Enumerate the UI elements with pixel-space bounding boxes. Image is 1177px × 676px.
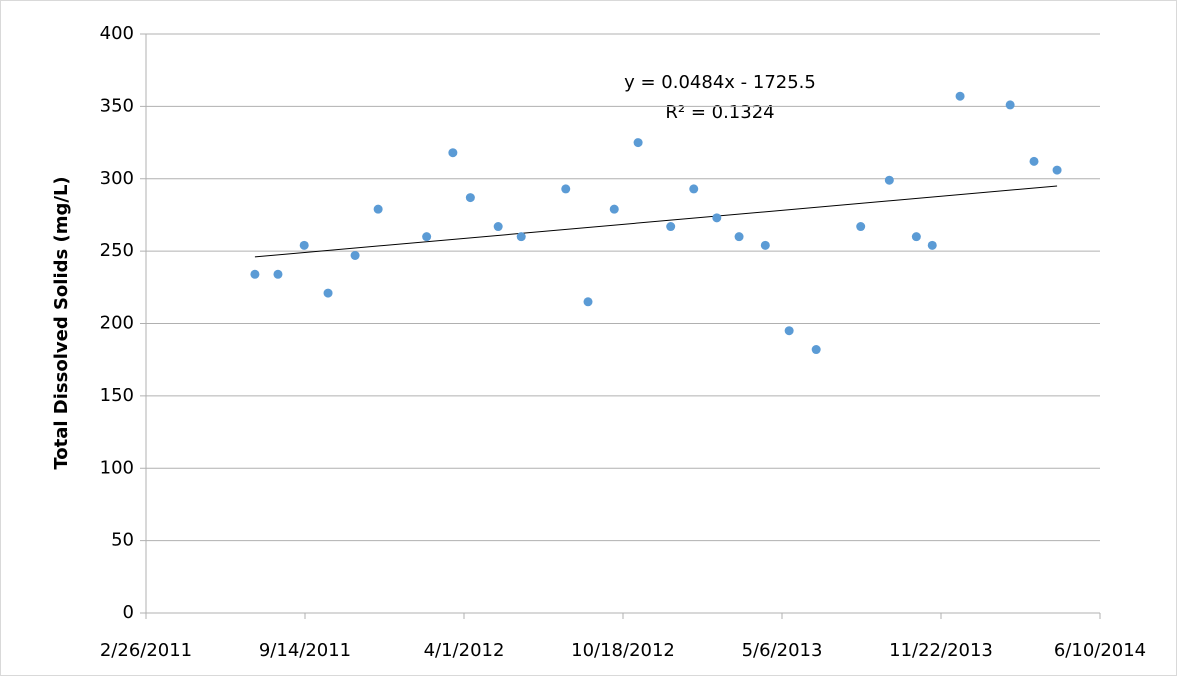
x-tick-label: 11/22/2013 [889, 640, 993, 661]
trendline-equation: y = 0.0484x - 1725.5 [624, 72, 816, 93]
data-point [666, 222, 676, 232]
data-point [583, 297, 593, 307]
data-point [250, 269, 260, 279]
data-point [734, 232, 744, 242]
y-tick-label: 350 [100, 95, 134, 116]
x-tick-label: 9/14/2011 [259, 640, 351, 661]
y-tick-label: 150 [100, 385, 134, 406]
data-point [712, 213, 722, 223]
data-point [927, 240, 937, 250]
y-tick-label: 300 [100, 168, 134, 189]
data-point [884, 175, 894, 185]
y-axis-label: Total Dissolved Solids (mg/L) [51, 176, 72, 469]
x-tick-label: 6/10/2014 [1054, 640, 1146, 661]
data-point [811, 345, 821, 355]
data-point [911, 232, 921, 242]
data-point [1029, 156, 1039, 166]
data-point [760, 240, 770, 250]
data-point [516, 232, 526, 242]
data-point [493, 222, 503, 232]
data-point [689, 184, 699, 194]
data-point [373, 204, 383, 214]
data-point [422, 232, 432, 242]
data-point [633, 138, 643, 148]
data-point [955, 91, 965, 101]
y-tick-label: 0 [123, 602, 134, 623]
y-tick-label: 100 [100, 457, 134, 478]
x-tick-label: 10/18/2012 [571, 640, 675, 661]
y-tick-label: 250 [100, 240, 134, 261]
data-point [323, 288, 333, 298]
trendline [254, 185, 1058, 258]
data-point [1005, 100, 1015, 110]
x-tick-label: 4/1/2012 [424, 640, 505, 661]
data-point [784, 326, 794, 336]
data-point [273, 269, 283, 279]
y-tick-label: 400 [100, 23, 134, 44]
data-point [561, 184, 571, 194]
y-tick-label: 200 [100, 313, 134, 334]
y-tick-label: 50 [111, 530, 134, 551]
data-point [448, 148, 458, 158]
data-point [609, 204, 619, 214]
data-point [465, 193, 475, 203]
trendline-r-squared: R² = 0.1324 [665, 102, 774, 123]
data-point [856, 222, 866, 232]
x-tick-label: 5/6/2013 [742, 640, 823, 661]
data-point [350, 250, 360, 260]
data-point [299, 240, 309, 250]
x-tick-label: 2/26/2011 [100, 640, 192, 661]
data-point [1052, 165, 1062, 175]
